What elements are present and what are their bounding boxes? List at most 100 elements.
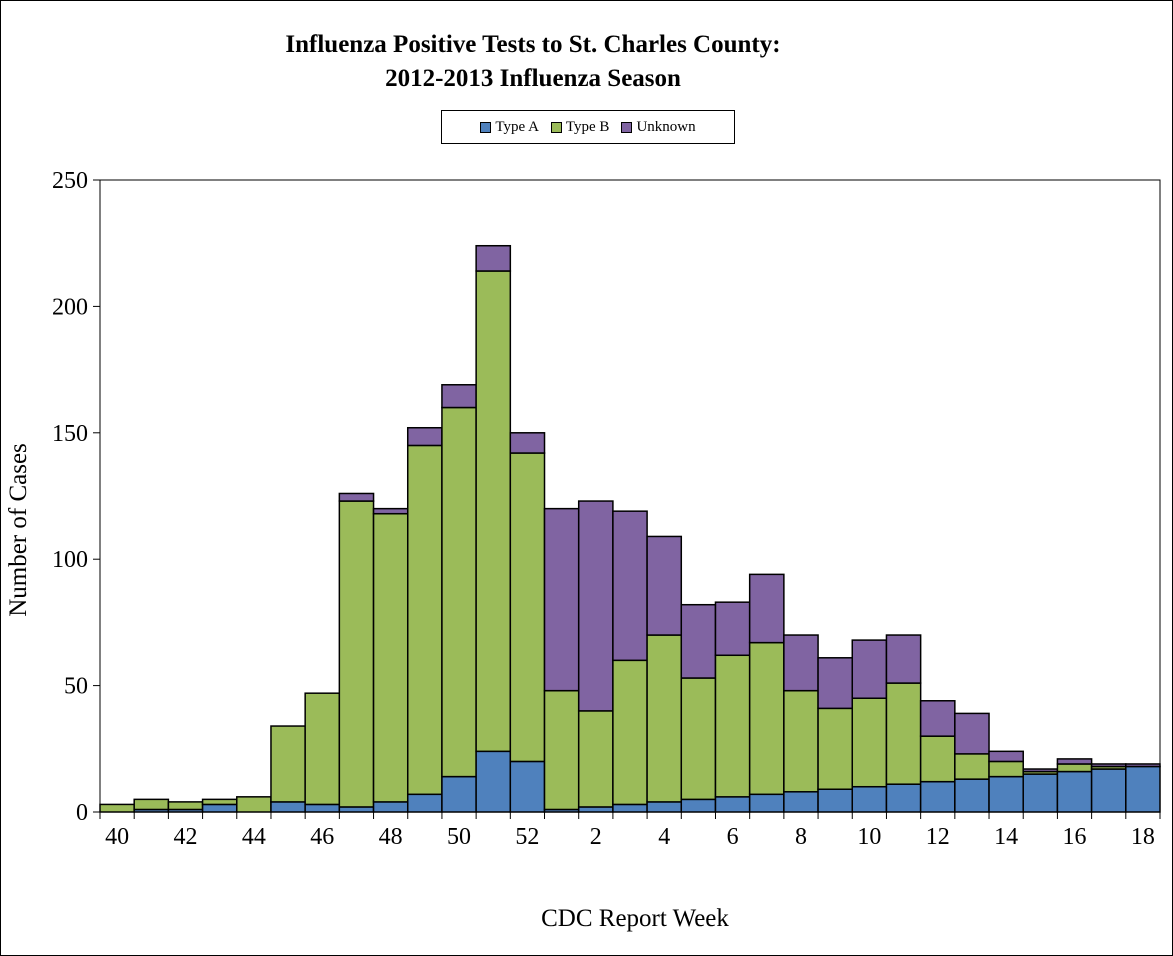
legend-label-type-b: Type B <box>565 118 610 135</box>
y-tick-label: 150 <box>52 421 88 447</box>
bar-type-b-week-44 <box>236 796 272 813</box>
x-tick-label: 8 <box>795 824 807 850</box>
bar-type-a-week-11 <box>885 783 922 813</box>
bar-unknown-week-3 <box>612 510 648 662</box>
bar-type-b-week-16 <box>1056 763 1093 773</box>
legend-item-type-a: Type A <box>480 119 539 136</box>
bar-type-a-week-4 <box>646 801 683 813</box>
x-tick-label: 18 <box>1131 824 1155 850</box>
legend-item-type-b: Type B <box>550 118 610 136</box>
bar-type-a-week-13 <box>954 778 990 813</box>
legend-label-unknown: Unknown <box>636 118 696 135</box>
bar-type-b-week-52 <box>509 452 546 763</box>
y-tick-label: 200 <box>52 294 88 320</box>
x-tick-label: 52 <box>515 824 539 850</box>
bar-type-b-week-41 <box>133 798 170 811</box>
bar-unknown-week-14 <box>988 750 1024 763</box>
x-tick-label: 46 <box>310 824 334 850</box>
bar-type-b-week-6 <box>714 654 751 798</box>
bar-unknown-week-17 <box>1090 763 1127 768</box>
y-tick-label: 0 <box>76 800 88 826</box>
x-tick-label: 2 <box>590 824 602 850</box>
bar-unknown-week-7 <box>748 573 785 644</box>
bar-unknown-week-47 <box>338 492 375 502</box>
bar-type-b-week-45 <box>270 725 306 803</box>
bar-type-b-week-10 <box>851 697 888 788</box>
bar-type-b-week-49 <box>406 444 443 796</box>
bar-type-a-week-50 <box>441 775 477 813</box>
bar-type-b-week-9 <box>817 707 854 790</box>
y-tick-label: 250 <box>52 168 88 194</box>
bar-type-b-week-1 <box>543 689 580 811</box>
legend-swatch-unknown <box>621 121 633 133</box>
bar-type-b-week-2 <box>577 710 614 808</box>
bar-type-b-week-14 <box>988 760 1024 778</box>
bar-type-a-week-8 <box>783 791 819 813</box>
x-tick-label: 40 <box>105 824 129 850</box>
chart-legend: Type A Type B Unknown <box>441 110 735 144</box>
bar-unknown-week-50 <box>441 384 477 409</box>
bar-type-b-week-5 <box>680 677 717 801</box>
bar-type-a-week-51 <box>475 750 512 813</box>
chart-subtitle: 2012-2013 Influenza Season <box>385 65 681 92</box>
bar-type-a-week-48 <box>372 801 409 813</box>
bar-type-b-week-11 <box>885 682 922 785</box>
x-tick-label: 12 <box>926 824 950 850</box>
legend-item-unknown: Unknown <box>621 118 696 136</box>
x-tick-label: 6 <box>727 824 739 850</box>
bar-type-b-week-46 <box>304 692 341 806</box>
x-tick-label: 14 <box>994 824 1018 850</box>
x-tick-label: 44 <box>242 824 266 850</box>
bar-type-b-week-40 <box>99 803 135 813</box>
bar-type-a-week-6 <box>714 796 751 813</box>
bar-type-a-week-7 <box>748 793 785 813</box>
bar-type-b-week-13 <box>954 753 990 780</box>
bar-unknown-week-11 <box>885 634 922 684</box>
bar-type-a-week-43 <box>201 803 238 813</box>
bar-type-a-week-9 <box>817 788 854 813</box>
bar-unknown-week-9 <box>817 657 854 710</box>
bar-unknown-week-18 <box>1125 763 1161 768</box>
bar-type-a-week-18 <box>1125 765 1161 813</box>
bar-unknown-week-12 <box>919 700 956 737</box>
bar-type-a-week-14 <box>988 775 1024 813</box>
bar-type-b-week-8 <box>783 689 819 793</box>
y-tick-label: 50 <box>64 674 88 700</box>
bar-unknown-week-15 <box>1022 768 1059 773</box>
bar-type-a-week-45 <box>270 801 306 813</box>
bar-type-a-week-17 <box>1090 768 1127 813</box>
bar-type-a-week-3 <box>612 803 648 813</box>
legend-swatch-type-b <box>550 121 562 133</box>
bar-type-a-week-5 <box>680 798 717 813</box>
bar-type-b-week-42 <box>167 801 204 811</box>
bar-unknown-week-51 <box>475 244 512 272</box>
bar-type-b-week-7 <box>748 641 785 796</box>
bar-type-a-week-49 <box>406 793 443 813</box>
bar-unknown-week-5 <box>680 603 717 679</box>
bar-type-b-week-48 <box>372 512 409 803</box>
bar-type-b-week-50 <box>441 406 477 778</box>
bar-type-b-week-12 <box>919 735 956 783</box>
bar-unknown-week-8 <box>783 634 819 692</box>
bar-type-a-week-15 <box>1022 773 1059 813</box>
x-tick-label: 48 <box>379 824 403 850</box>
x-tick-label: 16 <box>1063 824 1087 850</box>
bar-unknown-week-4 <box>646 535 683 636</box>
bar-unknown-week-49 <box>406 426 443 447</box>
bar-type-a-week-16 <box>1056 770 1093 813</box>
x-tick-label: 42 <box>173 824 197 850</box>
bar-type-a-week-10 <box>851 785 888 813</box>
bar-type-a-week-52 <box>509 760 546 813</box>
bar-type-b-week-43 <box>201 798 238 806</box>
bar-type-b-week-3 <box>612 659 648 806</box>
bar-type-a-week-47 <box>338 806 375 813</box>
legend-label-type-a: Type A <box>495 118 539 135</box>
x-tick-label: 50 <box>447 824 471 850</box>
y-tick-label: 100 <box>52 547 88 573</box>
bar-unknown-week-10 <box>851 639 888 699</box>
bar-unknown-week-1 <box>543 507 580 692</box>
bar-unknown-week-52 <box>509 432 546 454</box>
bar-type-a-week-12 <box>919 780 956 813</box>
bar-unknown-week-48 <box>372 507 409 515</box>
